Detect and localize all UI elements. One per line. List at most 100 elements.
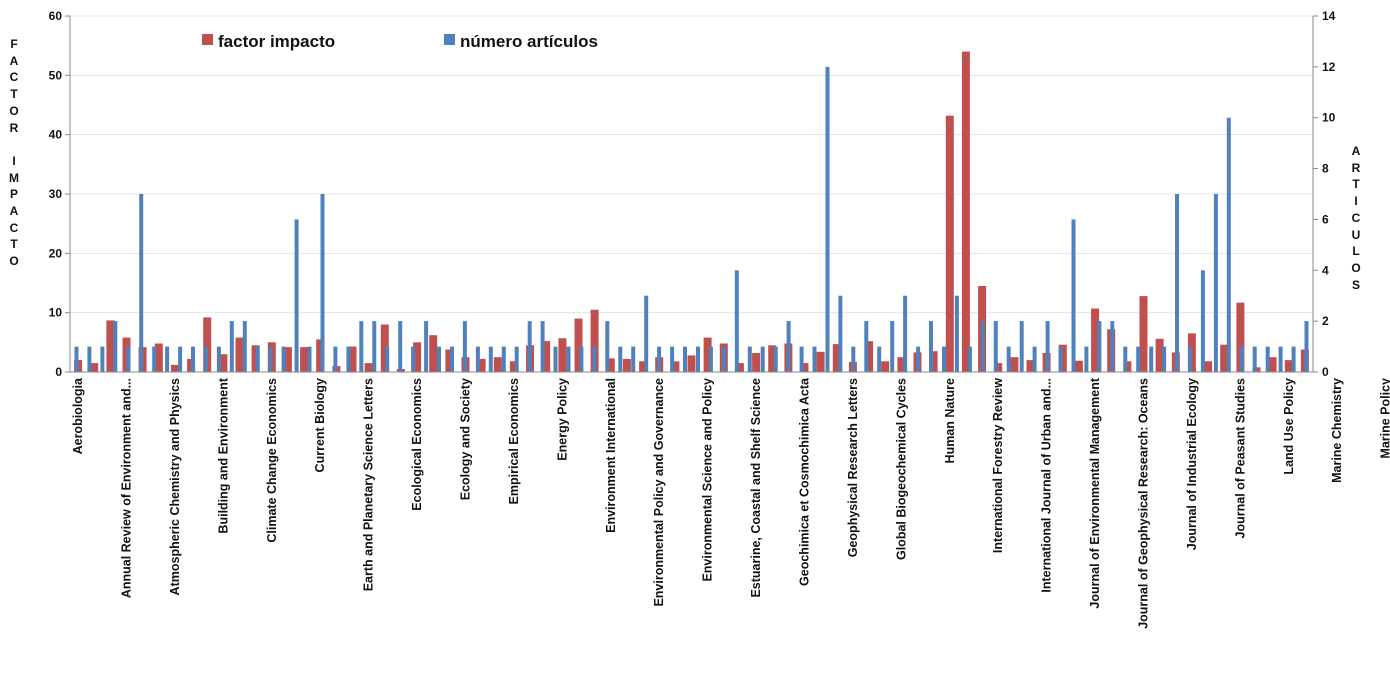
axis-title-letter: R xyxy=(9,120,19,135)
bar-numero-articulos xyxy=(178,346,183,372)
bar-numero-articulos xyxy=(320,194,325,372)
category-label: Ecology and Society xyxy=(459,378,473,500)
category-label: Journal of Geophysical Research: Oceans xyxy=(1137,378,1151,629)
left-tick-label: 30 xyxy=(49,187,63,201)
category-label: Land Use Policy xyxy=(1282,378,1296,475)
bar-factor-impacto xyxy=(735,363,744,372)
bar-factor-impacto xyxy=(1010,357,1019,372)
bar-factor-impacto xyxy=(429,335,438,372)
axis-title-letter: C xyxy=(9,220,19,235)
axis-title-letter: O xyxy=(9,254,19,269)
bar-factor-impacto xyxy=(1074,360,1083,372)
bar-numero-articulos xyxy=(1110,321,1115,372)
category-label: Journal of Industrial Ecology xyxy=(1185,378,1199,550)
bar-numero-articulos xyxy=(204,346,208,372)
bar-factor-impacto xyxy=(687,355,696,372)
bar-numero-articulos xyxy=(851,346,856,372)
bar-numero-articulos xyxy=(540,321,545,372)
legend-swatch-factor xyxy=(202,34,213,45)
bar-factor-impacto xyxy=(1236,302,1245,372)
bar-numero-articulos xyxy=(825,66,830,373)
bar-numero-articulos xyxy=(657,346,662,372)
bar-factor-impacto xyxy=(832,344,841,372)
bar-factor-impacto xyxy=(865,341,874,372)
category-label: Climate Change Economics xyxy=(265,378,279,543)
bar-numero-articulos xyxy=(838,295,843,372)
bar-factor-impacto xyxy=(251,345,260,372)
axis-title-letter: A xyxy=(1351,144,1361,158)
axis-title-letter: T xyxy=(10,87,18,102)
bar-numero-articulos xyxy=(514,346,519,372)
bar-factor-impacto xyxy=(1204,361,1213,372)
bar-numero-articulos xyxy=(1200,270,1205,372)
bar-factor-impacto xyxy=(1058,344,1067,372)
bar-numero-articulos xyxy=(191,346,195,372)
category-label: Environmental Science and Policy xyxy=(701,378,715,582)
left-tick-label: 40 xyxy=(49,128,63,142)
right-tick-label: 0 xyxy=(1322,365,1329,379)
category-label: Empirical Economics xyxy=(507,378,521,504)
right-tick-label: 2 xyxy=(1322,314,1329,328)
left-tick-label: 0 xyxy=(55,365,62,379)
axis-title-letter: R xyxy=(1351,160,1361,175)
bar-numero-articulos xyxy=(307,346,312,372)
bar-numero-articulos xyxy=(1304,321,1309,372)
bar-numero-articulos xyxy=(1265,346,1270,372)
bar-numero-articulos xyxy=(980,321,985,372)
bar-factor-impacto xyxy=(300,347,309,372)
bar-numero-articulos xyxy=(113,321,118,372)
legend-label-factor: factor impacto xyxy=(218,32,335,51)
bar-numero-articulos xyxy=(255,346,260,372)
bar-numero-articulos xyxy=(126,346,131,372)
bar-factor-impacto xyxy=(235,337,244,372)
bar-factor-impacto xyxy=(219,354,228,372)
right-tick-label: 12 xyxy=(1322,60,1336,74)
bar-factor-impacto xyxy=(364,363,373,372)
bar-factor-impacto xyxy=(380,324,389,372)
right-tick-label: 4 xyxy=(1322,263,1329,277)
bar-numero-articulos xyxy=(152,346,157,372)
axis-title-letter: P xyxy=(9,187,18,202)
left-axis-ticks: 0 10 20 30 40 50 60 xyxy=(49,9,70,379)
bar-factor-impacto xyxy=(606,358,615,372)
axis-title-letter: C xyxy=(9,70,19,85)
bar-numero-articulos xyxy=(812,346,817,372)
bar-factor-impacto xyxy=(413,342,422,372)
bar-numero-articulos xyxy=(398,321,403,372)
bar-factor-impacto xyxy=(445,349,454,372)
left-tick-label: 60 xyxy=(49,9,63,23)
category-label: Earth and Planetary Science Letters xyxy=(362,378,376,591)
bar-numero-articulos xyxy=(346,346,351,372)
category-label: Journal of Peasant Studies xyxy=(1233,378,1247,539)
legend-label-articulos: número artículos xyxy=(460,32,598,51)
category-label: Environmental Policy and Governance xyxy=(652,378,666,607)
category-label: Human Nature xyxy=(943,378,957,463)
axis-title-letter: M xyxy=(9,170,19,185)
category-label: Marine Chemistry xyxy=(1330,378,1344,483)
bar-factor-impacto xyxy=(816,351,825,372)
bar-factor-impacto xyxy=(897,357,906,372)
axis-title-letter: C xyxy=(1351,210,1361,225)
left-tick-label: 20 xyxy=(49,246,63,260)
bar-factor-impacto xyxy=(170,364,179,372)
bar-numero-articulos xyxy=(786,321,791,372)
plot-area xyxy=(70,15,1313,314)
bar-factor-impacto xyxy=(348,346,357,372)
category-label: Annual Review of Environment and... xyxy=(120,378,134,598)
bar-factor-impacto xyxy=(703,337,712,372)
bar-numero-articulos xyxy=(1123,346,1128,372)
axis-title-letter: I xyxy=(1354,194,1358,209)
right-axis-ticks: 0 2 4 6 8 10 12 14 xyxy=(1313,9,1336,379)
bar-factor-impacto xyxy=(493,357,502,372)
bar-factor-impacto xyxy=(1220,344,1229,372)
bar-factor-impacto xyxy=(558,338,567,372)
bar-numero-articulos xyxy=(501,346,506,372)
right-tick-label: 8 xyxy=(1322,162,1329,176)
category-label: Geophysical Research Letters xyxy=(846,378,860,557)
bar-numero-articulos xyxy=(1097,321,1102,372)
category-label: Ecological Economics xyxy=(410,378,424,511)
bar-numero-articulos xyxy=(1162,346,1167,372)
bar-numero-articulos xyxy=(359,321,364,372)
axis-title-letter: A xyxy=(9,53,19,68)
